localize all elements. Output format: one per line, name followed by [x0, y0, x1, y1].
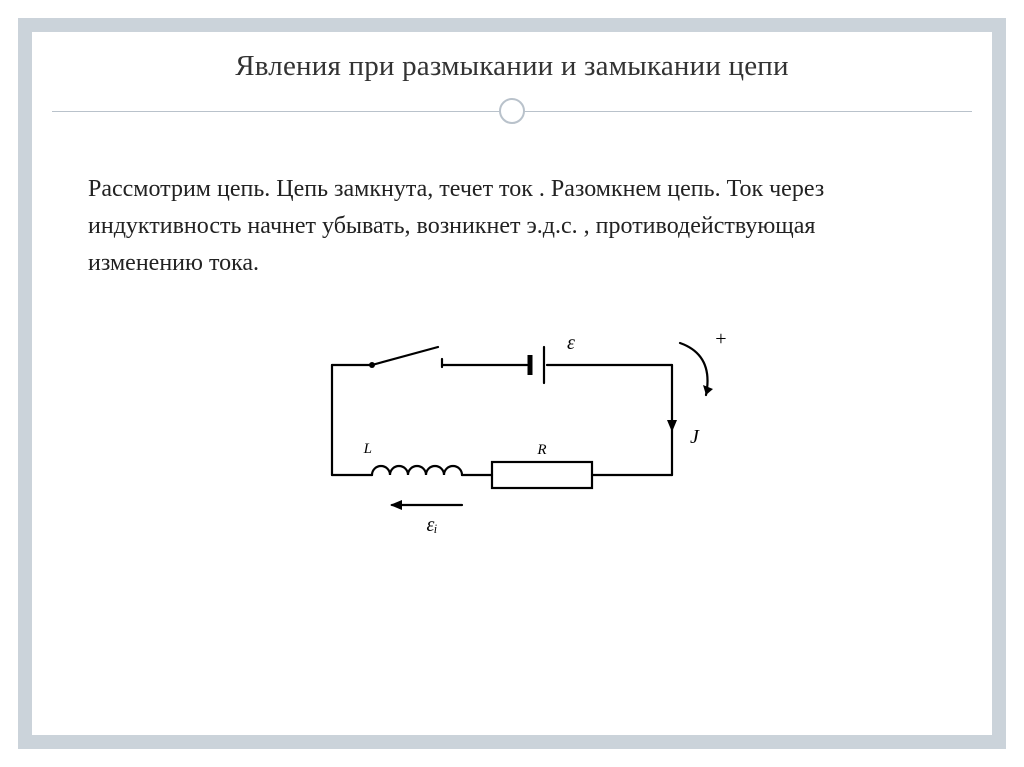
ornament-circle	[499, 98, 525, 124]
svg-text:+: +	[714, 328, 728, 350]
circuit-diagram: ε + J R Lεᵢ	[292, 325, 732, 555]
ornament-line-right	[524, 111, 972, 112]
body-text: Рассмотрим цепь. Цепь замкнута, течет то…	[88, 171, 936, 283]
svg-text:εᵢ: εᵢ	[426, 514, 437, 536]
svg-text:R: R	[536, 442, 546, 458]
ornament-line-left	[52, 111, 500, 112]
slide-title: Явления при размыкании и замыкании цепи	[52, 50, 972, 83]
slide-outer: Явления при размыкании и замыкании цепи …	[0, 0, 1024, 767]
circuit-holder: ε + J R Lεᵢ	[88, 325, 936, 555]
title-ornament	[52, 97, 972, 125]
slide-frame: Явления при размыкании и замыкании цепи …	[18, 18, 1006, 749]
svg-text:L: L	[363, 441, 372, 457]
title-area: Явления при размыкании и замыкании цепи	[32, 32, 992, 125]
content-area: Рассмотрим цепь. Цепь замкнута, течет то…	[32, 125, 992, 735]
svg-text:ε: ε	[567, 332, 575, 354]
svg-text:J: J	[690, 426, 700, 448]
